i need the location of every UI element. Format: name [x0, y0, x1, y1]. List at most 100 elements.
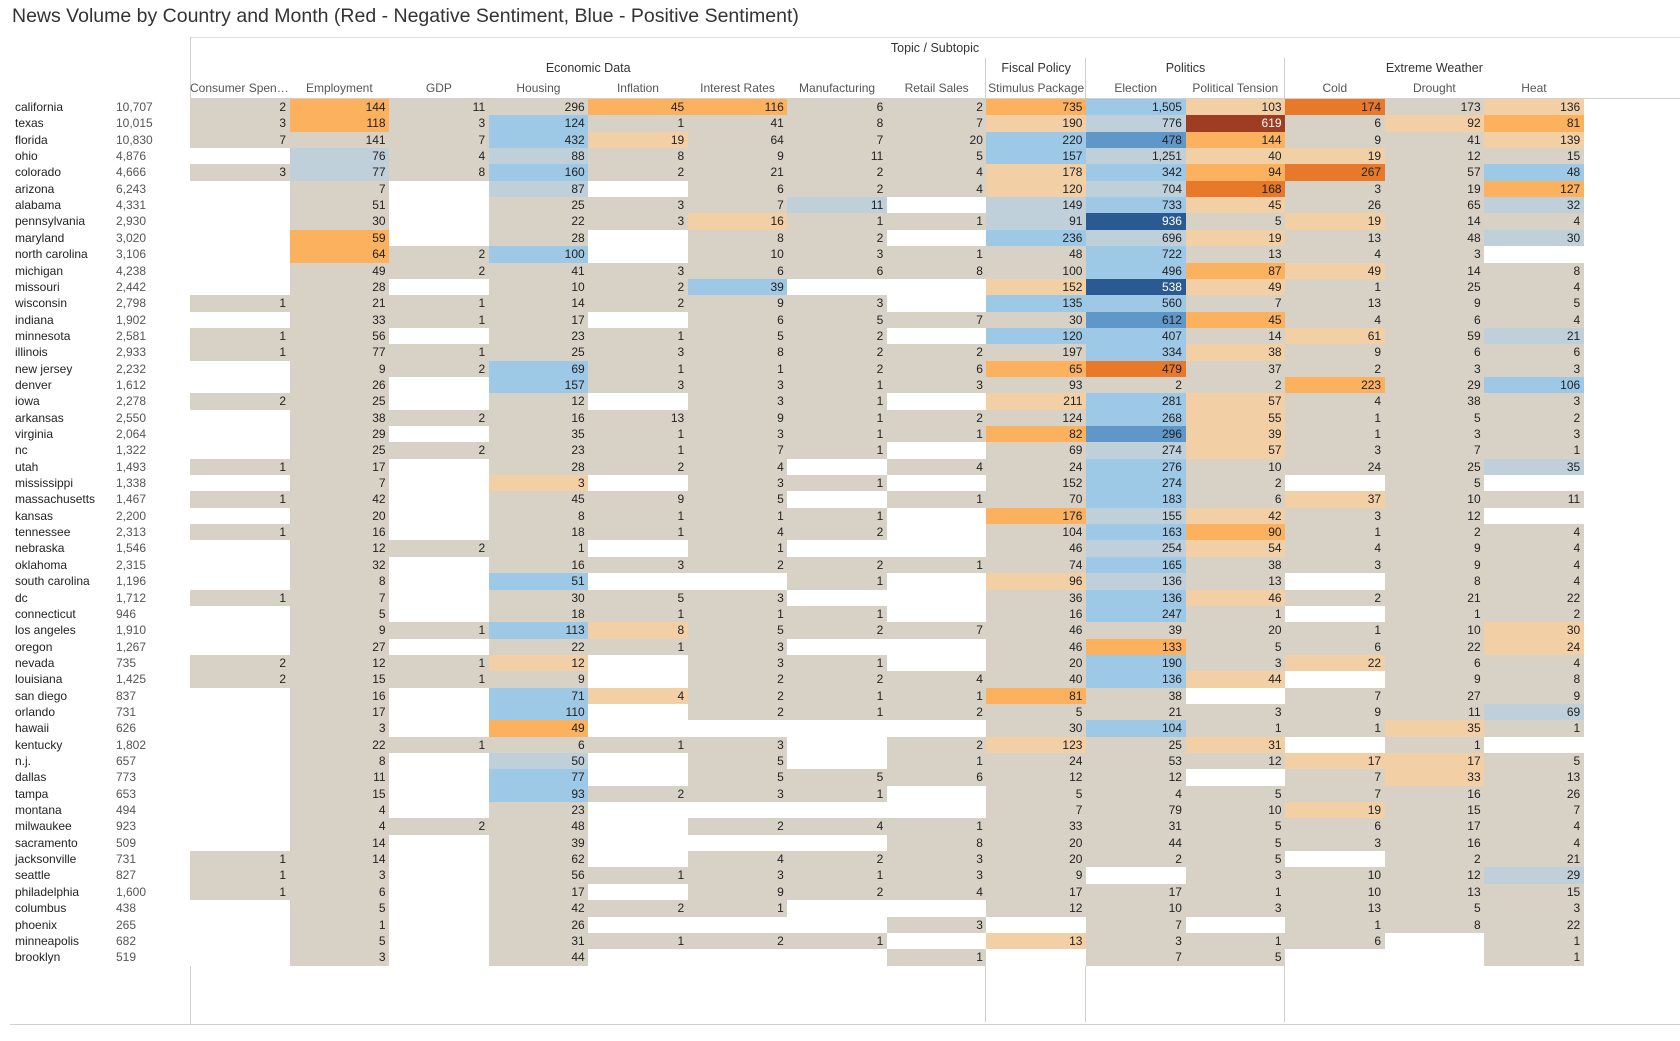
- table-cell: 3: [1285, 180, 1386, 198]
- table-cell: 26: [1484, 785, 1585, 803]
- table-cell: 25: [488, 197, 589, 214]
- table-cell: 1: [787, 409, 888, 427]
- table-cell: 2: [1384, 524, 1485, 541]
- table-cell: 19: [1285, 148, 1386, 165]
- table-cell: 6: [1285, 638, 1386, 656]
- table-cell: 2: [588, 900, 689, 917]
- table-cell: 9: [488, 671, 589, 689]
- row-total: 1,338: [116, 476, 147, 491]
- table-cell: 163: [1085, 524, 1186, 541]
- table-cell: 3: [190, 115, 291, 133]
- table-cell: [1285, 573, 1386, 590]
- table-cell: 2: [588, 785, 689, 803]
- table-cell: 173: [1384, 99, 1485, 116]
- table-cell: 1: [588, 605, 689, 623]
- table-cell: 1: [389, 671, 490, 689]
- row-total: 2,232: [116, 361, 147, 376]
- table-cell: 3: [1285, 834, 1386, 852]
- table-cell: [588, 753, 689, 770]
- table-cell: 1: [886, 426, 987, 443]
- table-cell: 17: [289, 458, 390, 476]
- row-total: 1,267: [116, 639, 147, 654]
- table-cell: 51: [289, 197, 390, 214]
- table-cell: 7: [1185, 295, 1286, 313]
- row-label: ohio: [15, 149, 38, 164]
- table-cell: 9: [687, 883, 788, 901]
- table-cell: 1: [588, 524, 689, 541]
- table-cell: 17: [488, 883, 589, 901]
- table-cell: 11: [289, 769, 390, 787]
- table-cell: 44: [1085, 834, 1186, 852]
- table-cell: 65: [1384, 197, 1485, 214]
- table-cell: 149: [986, 197, 1087, 214]
- table-cell: 1: [787, 654, 888, 672]
- row-label: virginia: [15, 427, 54, 441]
- table-cell: 3: [1185, 654, 1286, 672]
- table-cell: 23: [488, 442, 589, 460]
- table-cell: 90: [1185, 524, 1286, 541]
- table-cell: 9: [687, 409, 788, 427]
- table-cell: 33: [1384, 769, 1485, 787]
- table-cell: 20: [986, 834, 1087, 852]
- table-cell: 3: [389, 115, 490, 133]
- table-cell: 20: [1185, 622, 1286, 640]
- table-cell: 4: [886, 180, 987, 198]
- table-cell: 22: [1384, 638, 1485, 656]
- table-cell: 104: [1085, 720, 1186, 738]
- row-label: california: [15, 100, 64, 114]
- table-cell: 2: [787, 556, 888, 574]
- subtopic-header: Housing: [516, 81, 561, 95]
- table-cell: 3: [1384, 246, 1485, 263]
- table-cell: [886, 654, 987, 672]
- table-cell: 133: [1085, 638, 1186, 656]
- row-label: kentucky: [15, 737, 63, 752]
- table-cell: 32: [1484, 197, 1585, 214]
- table-cell: 6: [289, 883, 390, 901]
- row-label: indiana: [15, 312, 54, 327]
- table-cell: 31: [1085, 818, 1186, 836]
- table-cell: 38: [1085, 687, 1186, 705]
- table-cell: 26: [1285, 197, 1386, 214]
- table-cell: 20: [886, 131, 987, 149]
- row-label: massachusetts: [15, 492, 96, 507]
- table-cell: [389, 327, 490, 345]
- table-cell: [588, 654, 689, 672]
- table-cell: 70: [986, 491, 1087, 509]
- table-cell: 4: [1285, 246, 1386, 263]
- row-total: 837: [116, 688, 137, 703]
- table-cell: [389, 278, 490, 296]
- table-cell: [389, 589, 490, 607]
- table-cell: [389, 785, 490, 803]
- row-label: wisconsin: [15, 296, 68, 311]
- table-cell: 45: [1185, 311, 1286, 329]
- table-cell: 77: [289, 344, 390, 362]
- table-cell: 4: [787, 818, 888, 836]
- subtopic-header: Interest Rates: [700, 81, 775, 95]
- table-cell: [1285, 671, 1386, 689]
- table-cell: 123: [986, 736, 1087, 754]
- table-cell: [1285, 736, 1386, 754]
- table-cell: 3: [886, 376, 987, 394]
- row-total: 265: [116, 917, 137, 932]
- table-cell: [190, 246, 291, 263]
- table-cell: 3: [886, 916, 987, 934]
- table-cell: 3: [1484, 393, 1585, 411]
- table-cell: 1: [886, 949, 987, 967]
- table-cell: 7: [687, 197, 788, 214]
- table-cell: 19: [1384, 180, 1485, 198]
- table-cell: 1: [1285, 720, 1386, 738]
- table-cell: 2: [588, 295, 689, 313]
- table-cell: 23: [488, 802, 589, 819]
- table-cell: [389, 932, 490, 950]
- table-cell: 62: [488, 851, 589, 868]
- table-cell: 48: [488, 818, 589, 836]
- table-cell: 2: [787, 622, 888, 640]
- table-cell: 12: [986, 769, 1087, 787]
- row-label: jacksonville: [15, 852, 77, 867]
- table-cell: 1: [588, 507, 689, 525]
- table-cell: 26: [289, 376, 390, 394]
- table-cell: 2: [1484, 409, 1585, 427]
- row-label: oklahoma: [15, 557, 68, 572]
- table-cell: 160: [488, 164, 589, 182]
- table-cell: 13: [1285, 229, 1386, 247]
